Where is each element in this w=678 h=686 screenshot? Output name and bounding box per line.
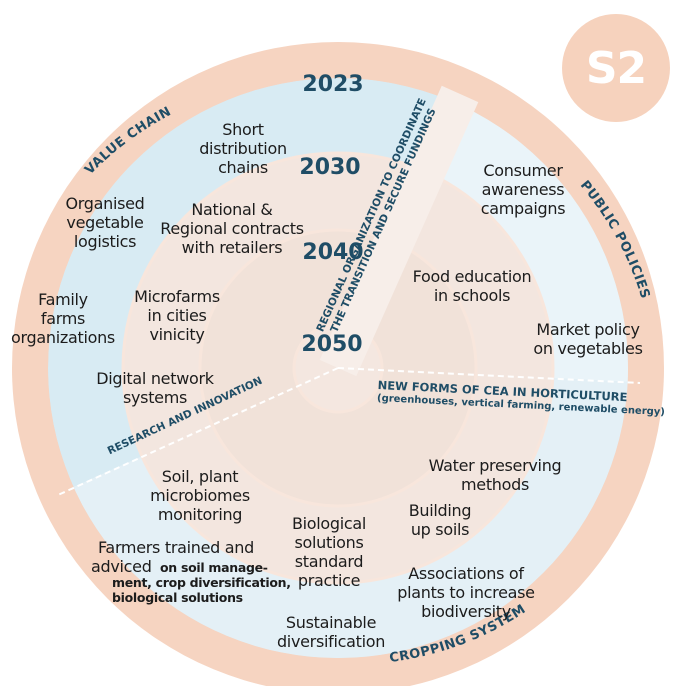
divider-research [57,367,339,496]
regional-band [319,85,479,377]
item-digital-network: Digital network systems [96,369,214,407]
item-national-contracts: National & Regional contracts with retai… [160,200,304,257]
year-2040: 2040 [302,240,364,265]
item-organised-logistics: Organised vegetable logistics [65,194,145,251]
item-short-distribution: Short distribution chains [199,120,287,177]
divider-cea [337,367,641,384]
year-2050: 2050 [301,332,363,357]
item-market-policy: Market policy on vegetables [533,320,643,358]
year-2023: 2023 [302,72,364,97]
item-associations: Associations of plants to increase biodi… [397,564,535,621]
item-advised-detail: on soil manage- ment, crop diversificati… [112,560,291,605]
item-farmers-trained: Farmers trained and [98,538,254,557]
item-biological-solutions: Biological solutions standard practice [291,514,367,590]
item-advised: adviced [91,557,152,576]
item-consumer-awareness: Consumer awareness campaigns [480,161,566,218]
item-family-farms: Family farms organizations [11,290,115,347]
scenario-badge: S2 [562,14,670,122]
item-microfarms: Microfarms in cities vinicity [134,287,220,344]
item-food-education: Food education in schools [412,267,532,305]
item-building-soils: Building up soils [408,501,472,539]
item-water-preserving: Water preserving methods [428,456,562,494]
item-sustainable: Sustainable diversification [276,613,386,651]
item-soil-plant: Soil, plant microbiomes monitoring [150,467,250,524]
year-2030: 2030 [299,155,361,180]
